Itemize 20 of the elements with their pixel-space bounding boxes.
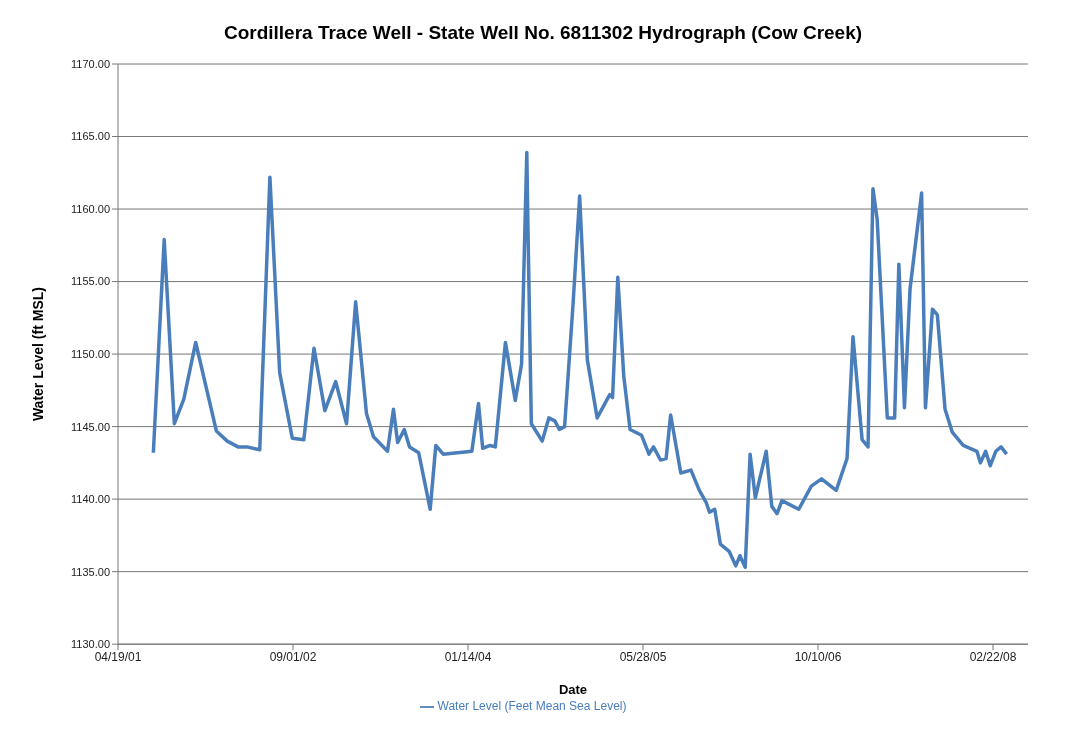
x-tick-label: 05/28/05: [619, 649, 667, 664]
x-tick-label: 10/10/06: [794, 649, 842, 664]
x-tick-label: 01/14/04: [444, 649, 492, 664]
x-tick-label: 02/22/08: [969, 649, 1017, 664]
x-tick-label: 09/01/02: [269, 649, 317, 664]
y-tick-label: 1155.00: [71, 275, 110, 288]
y-tick-label: 1130.00: [71, 638, 110, 651]
chart-title: Cordillera Trace Well - State Well No. 6811302 Hydrograph (Cow Creek): [222, 21, 864, 44]
x-axis-title: Date: [558, 682, 588, 698]
y-tick-label: 1170.00: [71, 57, 110, 70]
legend-label: Water Level (Feet Mean Sea Level): [437, 699, 627, 714]
y-tick-label: 1150.00: [71, 347, 110, 360]
y-tick-label: 1165.00: [71, 130, 110, 143]
y-tick-label: 1145.00: [71, 420, 110, 433]
y-tick-label: 1135.00: [71, 565, 110, 578]
y-tick-label: 1140.00: [71, 493, 110, 506]
x-tick-label: 04/19/01: [94, 649, 142, 664]
y-tick-label: 1160.00: [71, 202, 110, 215]
line-series: [151, 150, 1009, 570]
y-axis-title: Water Level (ft MSL): [29, 287, 46, 422]
